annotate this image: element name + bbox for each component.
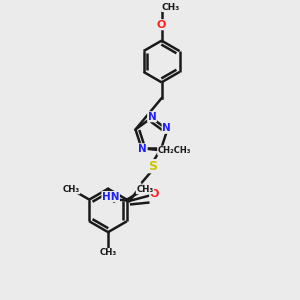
Text: HN: HN bbox=[102, 191, 119, 202]
Text: O: O bbox=[157, 20, 166, 30]
Text: N: N bbox=[138, 144, 147, 154]
Text: CH₃: CH₃ bbox=[99, 248, 117, 257]
Text: N: N bbox=[162, 123, 171, 133]
Text: CH₃: CH₃ bbox=[162, 3, 180, 12]
Text: S: S bbox=[148, 160, 157, 173]
Text: N: N bbox=[148, 112, 156, 122]
Text: CH₃: CH₃ bbox=[63, 185, 80, 194]
Text: CH₂CH₃: CH₂CH₃ bbox=[158, 146, 191, 155]
Text: CH₃: CH₃ bbox=[136, 185, 154, 194]
Text: O: O bbox=[150, 189, 159, 199]
